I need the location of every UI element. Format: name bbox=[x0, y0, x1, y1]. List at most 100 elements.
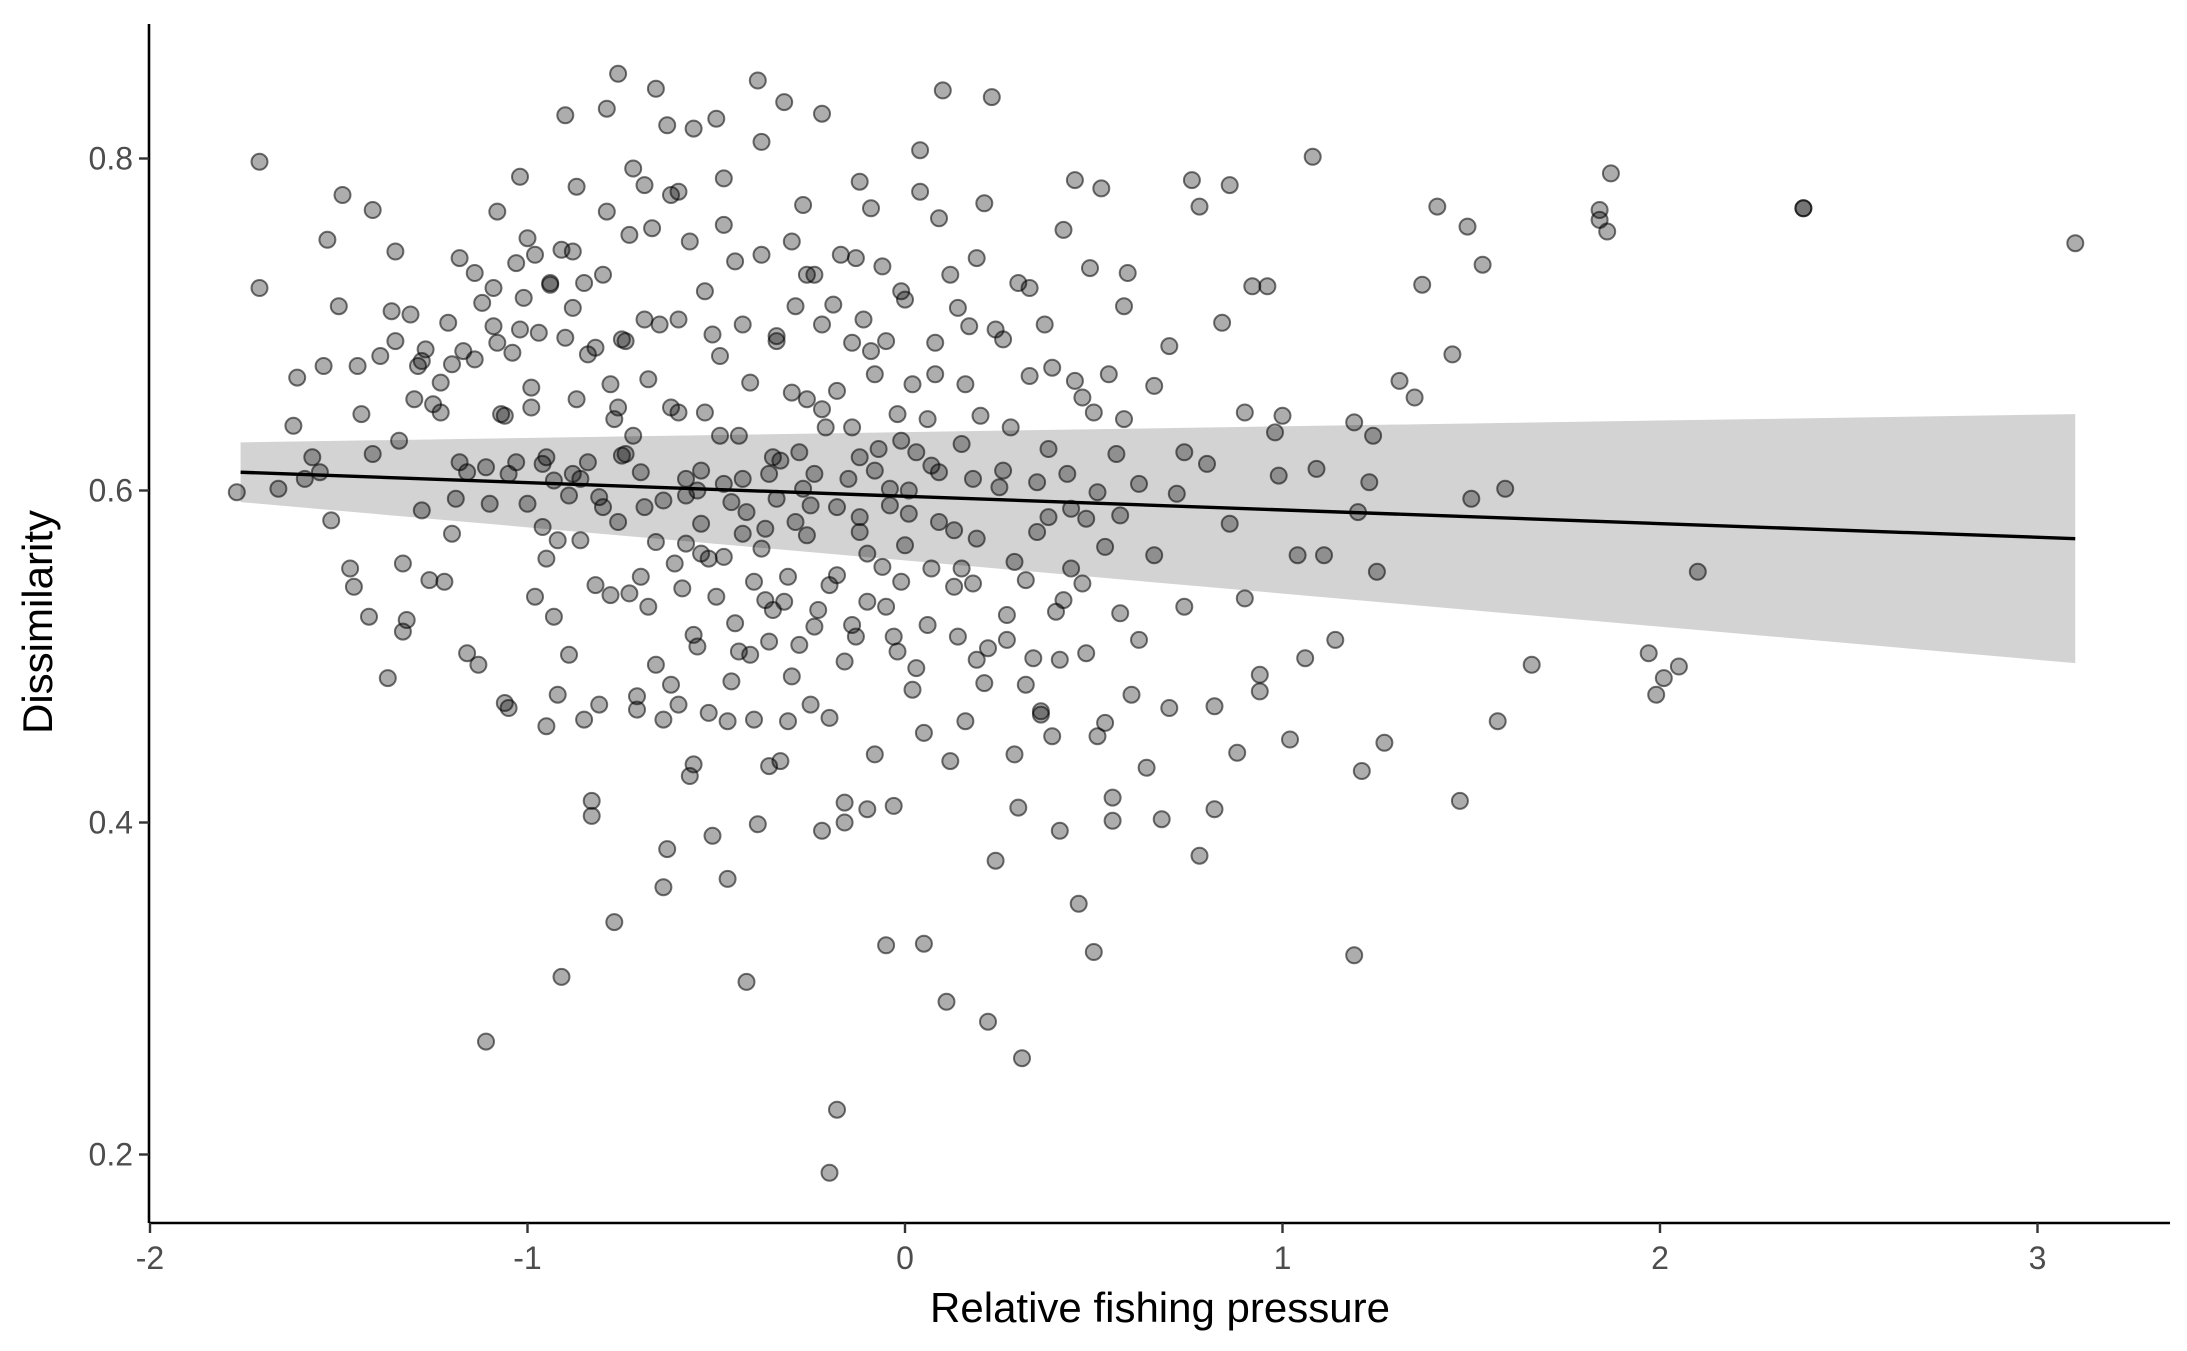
data-point bbox=[873, 557, 892, 576]
data-point bbox=[1598, 222, 1617, 241]
data-point bbox=[888, 642, 907, 661]
data-point bbox=[450, 453, 469, 472]
data-point bbox=[484, 317, 503, 336]
data-point bbox=[1152, 810, 1171, 829]
data-point bbox=[511, 167, 529, 186]
data-point bbox=[763, 448, 782, 467]
data-point bbox=[594, 265, 612, 284]
data-point bbox=[930, 513, 948, 531]
data-point bbox=[1065, 371, 1084, 390]
data-point bbox=[1258, 277, 1277, 296]
data-point bbox=[269, 479, 288, 498]
data-point bbox=[714, 215, 733, 234]
data-point bbox=[1096, 537, 1115, 556]
data-point bbox=[865, 365, 884, 384]
data-point bbox=[813, 315, 831, 334]
data-point bbox=[1111, 604, 1130, 623]
data-point bbox=[896, 536, 914, 555]
data-point bbox=[401, 305, 420, 324]
data-point bbox=[782, 667, 801, 686]
data-point bbox=[605, 913, 624, 932]
data-point bbox=[986, 851, 1005, 870]
data-point bbox=[869, 440, 888, 458]
data-point bbox=[507, 254, 526, 273]
data-point bbox=[797, 526, 816, 545]
data-point bbox=[1205, 697, 1224, 716]
data-point bbox=[1364, 426, 1383, 445]
data-point bbox=[945, 521, 964, 540]
data-point bbox=[677, 534, 695, 553]
x-axis-title: Relative fishing pressure bbox=[930, 1284, 1390, 1331]
data-point bbox=[1250, 665, 1269, 684]
data-point bbox=[544, 471, 563, 490]
data-point bbox=[420, 571, 439, 590]
data-point bbox=[699, 549, 718, 568]
data-point bbox=[813, 821, 831, 840]
data-point bbox=[1654, 669, 1673, 688]
data-point bbox=[816, 418, 835, 437]
data-point bbox=[560, 486, 578, 505]
data-point bbox=[911, 182, 930, 201]
x-tick-label: -2 bbox=[136, 1240, 164, 1276]
data-point bbox=[926, 333, 945, 352]
data-point bbox=[779, 567, 797, 586]
data-point bbox=[1243, 277, 1262, 296]
data-point bbox=[484, 279, 503, 297]
x-tick-label: 1 bbox=[1274, 1240, 1292, 1276]
data-point bbox=[465, 350, 484, 369]
data-point bbox=[1443, 345, 1462, 364]
data-point bbox=[1462, 489, 1481, 508]
data-point bbox=[1137, 758, 1156, 777]
data-point bbox=[1096, 713, 1115, 732]
data-point bbox=[477, 458, 495, 477]
data-point bbox=[1669, 657, 1688, 676]
data-point bbox=[850, 508, 869, 527]
data-point bbox=[767, 327, 786, 346]
data-point bbox=[1269, 466, 1288, 485]
data-point bbox=[250, 279, 269, 297]
data-point bbox=[790, 443, 809, 462]
data-point bbox=[782, 232, 801, 251]
data-point bbox=[1122, 685, 1141, 704]
data-point bbox=[518, 229, 537, 248]
data-point bbox=[756, 519, 775, 538]
data-point bbox=[684, 755, 703, 774]
data-point bbox=[578, 345, 597, 364]
data-point bbox=[1190, 197, 1209, 216]
data-point bbox=[1639, 644, 1658, 663]
data-point bbox=[594, 498, 612, 517]
data-point bbox=[646, 655, 665, 674]
data-point bbox=[1390, 371, 1409, 390]
data-point bbox=[877, 936, 896, 955]
y-tick-label: 0.8 bbox=[89, 141, 133, 177]
data-point bbox=[718, 712, 737, 731]
data-point bbox=[635, 498, 654, 517]
data-point bbox=[473, 293, 492, 312]
data-point bbox=[1118, 264, 1137, 282]
data-point bbox=[967, 529, 986, 548]
data-point bbox=[575, 274, 594, 292]
data-point bbox=[314, 357, 333, 375]
data-point bbox=[488, 202, 507, 221]
data-point bbox=[582, 806, 601, 825]
data-point bbox=[846, 249, 865, 268]
data-point bbox=[971, 406, 990, 425]
data-point bbox=[775, 592, 794, 611]
data-point bbox=[1028, 473, 1047, 492]
data-point bbox=[1360, 473, 1379, 492]
data-point bbox=[628, 687, 646, 706]
data-point bbox=[975, 194, 994, 213]
data-point bbox=[752, 132, 771, 151]
data-point bbox=[382, 302, 401, 321]
data-point bbox=[495, 406, 514, 425]
data-point bbox=[575, 710, 594, 729]
data-point bbox=[854, 310, 873, 329]
data-point bbox=[1473, 255, 1492, 274]
data-point bbox=[1522, 655, 1541, 674]
data-point bbox=[329, 297, 348, 316]
data-point bbox=[964, 574, 982, 593]
data-point bbox=[892, 431, 911, 450]
data-point bbox=[805, 617, 824, 636]
data-point bbox=[1073, 388, 1092, 407]
data-point bbox=[597, 99, 616, 118]
